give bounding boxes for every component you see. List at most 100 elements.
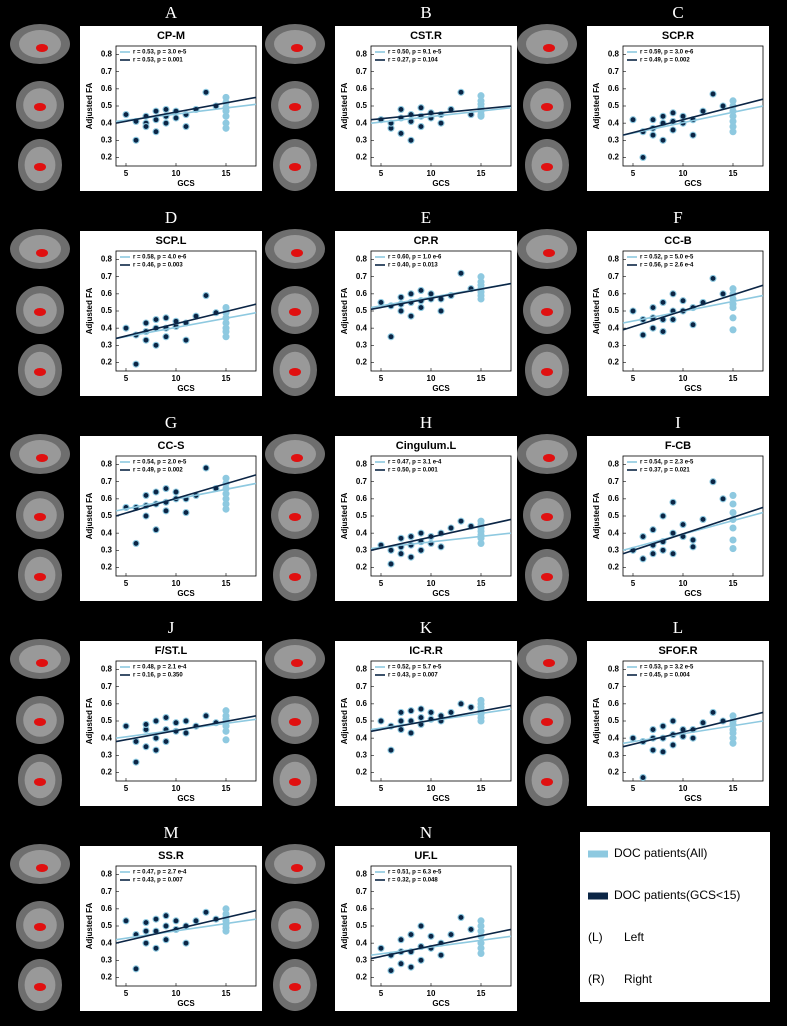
- data-point: [669, 550, 677, 558]
- tract-highlight: [289, 368, 301, 376]
- x-tick-label: 5: [379, 169, 384, 178]
- fit-line: [115, 918, 257, 941]
- data-point: [122, 111, 130, 119]
- brain-inner: [19, 235, 61, 263]
- data-point: [417, 714, 425, 722]
- x-tick-label: 5: [124, 579, 129, 588]
- y-tick-label: 0.4: [608, 118, 620, 127]
- y-tick-label: 0.5: [356, 716, 368, 725]
- y-tick-label: 0.6: [608, 84, 620, 93]
- y-tick-label: 0.6: [356, 289, 368, 298]
- y-tick-label: 0.5: [608, 716, 620, 725]
- y-tick-label: 0.4: [608, 323, 620, 332]
- y-tick-label: 0.2: [101, 358, 113, 367]
- y-axis-label: Adjusted FA: [592, 287, 601, 334]
- tract-highlight: [541, 573, 553, 581]
- data-point: [182, 717, 190, 725]
- data-point: [407, 963, 415, 971]
- x-tick-label: 10: [427, 579, 436, 588]
- y-tick-label: 0.8: [356, 255, 368, 264]
- x-axis-label: GCS: [177, 589, 195, 598]
- data-point: [397, 307, 405, 315]
- panel-letter: H: [420, 413, 432, 432]
- y-tick-label: 0.7: [608, 477, 620, 486]
- data-point: [427, 708, 435, 716]
- data-point: [122, 917, 130, 925]
- data-point: [649, 746, 657, 754]
- data-point: [659, 136, 667, 144]
- data-point: [407, 312, 415, 320]
- tract-highlight: [543, 659, 555, 667]
- annotation: r = 0.56, p = 2.6 e-4: [640, 263, 694, 269]
- tract-highlight: [36, 44, 48, 52]
- tract-highlight: [289, 103, 301, 111]
- data-point: [649, 131, 657, 139]
- x-tick-label: 15: [729, 579, 738, 588]
- data-point: [407, 290, 415, 298]
- panel-letter: B: [420, 3, 431, 22]
- y-axis-label: Adjusted FA: [340, 492, 349, 539]
- data-point: [437, 307, 445, 315]
- fit-line: [370, 704, 512, 733]
- data-point: [182, 729, 190, 737]
- data-point: [222, 112, 230, 120]
- data-point: [152, 488, 160, 496]
- y-tick-label: 0.4: [101, 323, 113, 332]
- y-tick-label: 0.2: [356, 358, 368, 367]
- annotation: r = 0.37, p = 0.021: [640, 468, 690, 474]
- data-point: [182, 123, 190, 131]
- chart-title: CC-B: [664, 235, 692, 247]
- y-tick-label: 0.3: [356, 135, 368, 144]
- tract-highlight: [289, 778, 301, 786]
- tract-highlight: [34, 368, 46, 376]
- data-point: [142, 319, 150, 327]
- x-axis-label: GCS: [684, 179, 702, 188]
- data-point: [699, 719, 707, 727]
- data-point: [689, 321, 697, 329]
- y-tick-label: 0.5: [101, 101, 113, 110]
- y-tick-label: 0.5: [608, 101, 620, 110]
- chart-title: SS.R: [158, 850, 184, 862]
- data-point: [417, 304, 425, 312]
- y-tick-label: 0.8: [101, 460, 113, 469]
- y-tick-label: 0.7: [101, 67, 113, 76]
- data-point: [222, 124, 230, 132]
- panel-letter: L: [673, 618, 683, 637]
- panel-letter: G: [165, 413, 177, 432]
- x-tick-label: 10: [427, 169, 436, 178]
- data-point: [457, 700, 465, 708]
- data-point: [152, 116, 160, 124]
- x-tick-label: 10: [679, 784, 688, 793]
- x-tick-label: 10: [172, 169, 181, 178]
- y-tick-label: 0.5: [608, 511, 620, 520]
- y-tick-label: 0.2: [608, 358, 620, 367]
- brain-inner: [274, 645, 316, 673]
- y-axis-label: Adjusted FA: [340, 287, 349, 334]
- data-point: [152, 746, 160, 754]
- tract-highlight: [291, 864, 303, 872]
- data-point: [457, 88, 465, 96]
- y-tick-label: 0.8: [101, 255, 113, 264]
- data-point: [669, 316, 677, 324]
- data-point: [417, 956, 425, 964]
- y-tick-label: 0.6: [608, 289, 620, 298]
- y-axis-label: Adjusted FA: [85, 287, 94, 334]
- data-point: [649, 550, 657, 558]
- x-axis-label: GCS: [684, 384, 702, 393]
- x-axis-label: GCS: [684, 794, 702, 803]
- tract-highlight: [289, 718, 301, 726]
- data-point: [377, 298, 385, 306]
- data-point: [142, 336, 150, 344]
- data-point: [659, 112, 667, 120]
- y-tick-label: 0.7: [356, 272, 368, 281]
- y-tick-label: 0.2: [356, 768, 368, 777]
- data-point: [649, 526, 657, 534]
- y-tick-label: 0.3: [101, 750, 113, 759]
- y-tick-label: 0.2: [356, 973, 368, 982]
- data-point: [122, 722, 130, 730]
- data-point: [132, 965, 140, 973]
- x-axis-label: GCS: [432, 384, 450, 393]
- fit-line: [115, 303, 257, 340]
- y-tick-label: 0.4: [101, 733, 113, 742]
- plot-panel: [80, 231, 262, 396]
